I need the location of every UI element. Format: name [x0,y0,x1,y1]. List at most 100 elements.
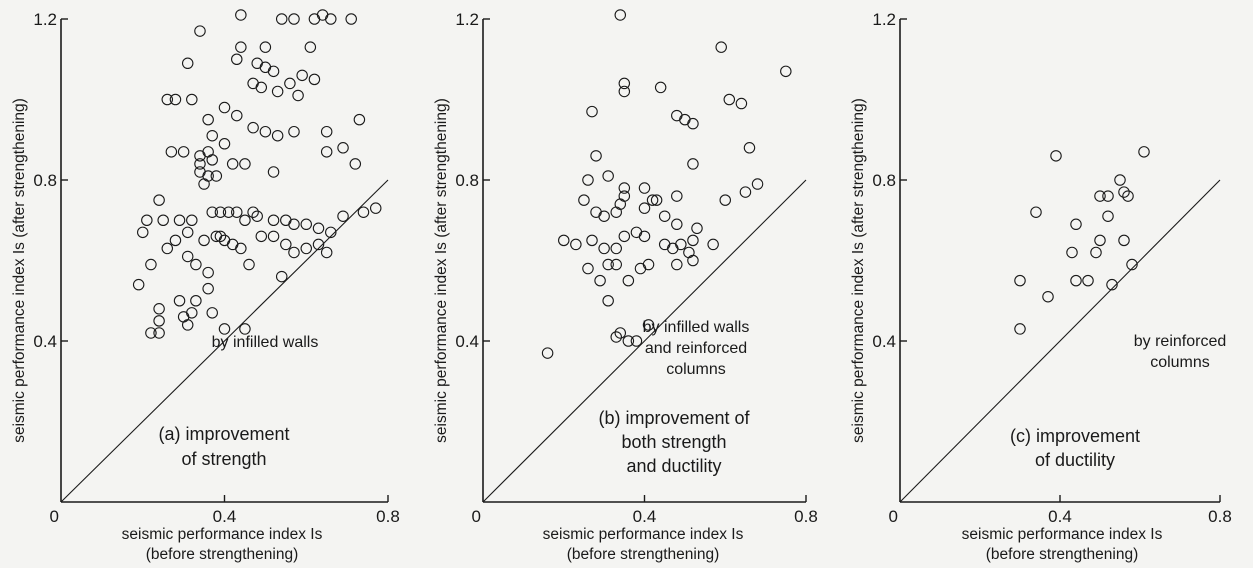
data-point [206,206,218,218]
data-point [235,41,247,53]
x-axis-label: (before strengthening) [146,546,299,563]
data-point [320,246,333,259]
x-axis-label: seismic performance index Is [122,526,323,543]
data-point [235,9,247,21]
data-point [630,335,643,347]
data-point [658,210,671,222]
data-point [687,117,699,130]
data-point [251,210,263,222]
data-point [202,146,214,158]
data-point [280,238,292,251]
data-point [687,254,699,267]
data-point [691,222,703,235]
data-point [194,25,206,37]
data-point [132,278,145,291]
data-point [161,93,174,106]
data-point [671,258,683,271]
data-point [1082,274,1094,287]
data-point [630,226,643,239]
panel-annotation: columns [1150,354,1210,371]
data-point [181,250,194,263]
data-point [177,311,190,323]
data-point [145,258,157,271]
data-point [181,319,194,331]
data-point [206,154,218,166]
data-point [271,85,284,98]
data-point [194,158,206,170]
data-point [1094,234,1106,247]
data-point [614,198,627,210]
data-point [275,13,288,25]
data-point [646,194,659,206]
data-point [239,158,251,170]
data-point [198,234,210,247]
data-point [1014,323,1026,335]
data-point [186,214,198,227]
data-point [292,89,304,102]
data-point [1126,258,1138,271]
data-point [214,230,227,243]
data-point [247,77,259,90]
data-point [675,238,687,251]
panel-caption: (a) improvement [158,424,289,444]
data-point [780,65,792,78]
panel-caption: both strength [621,432,726,452]
data-point [239,214,251,227]
panel-caption: (c) improvement [1010,426,1140,446]
data-point [618,182,631,194]
data-point [231,109,243,122]
data-point [610,206,622,218]
y-axis-label: seismic performance index Is (after stre… [850,98,867,443]
panel-annotation: by infilled walls [212,334,319,351]
data-point [610,242,622,255]
data-point [541,347,554,359]
data-point [190,294,202,307]
data-point [226,158,239,170]
y-tick-label: 0.8 [33,171,57,190]
data-point [255,81,268,94]
data-point [578,194,590,206]
data-point [231,206,243,218]
data-point [259,125,272,138]
x-tick-label: 0.4 [633,507,657,526]
data-point [671,218,683,231]
y-tick-label: 0.8 [872,171,896,190]
data-point [735,97,748,110]
data-point [312,222,325,235]
panel-annotation: columns [666,361,726,378]
data-point [622,335,635,347]
data-point [642,319,655,331]
data-point [288,218,300,231]
data-point [723,93,736,106]
data-point [161,242,174,255]
panel-annotation: by reinforced [1134,333,1227,350]
data-point [259,41,272,53]
data-point [137,226,149,239]
data-point [707,238,719,251]
data-point [671,190,683,202]
data-point [296,69,308,82]
y-tick-label: 1.2 [455,10,479,29]
data-point [218,138,231,150]
data-point [337,142,349,154]
data-point [1102,210,1114,222]
y-tick-label: 1.2 [33,10,57,29]
data-point [186,93,198,106]
data-point [1042,290,1054,303]
x-axis-label: (before strengthening) [567,546,720,563]
data-point [177,146,190,158]
x-tick-label: 0.4 [213,507,237,526]
data-point [586,234,598,247]
data-point [300,242,312,255]
x-tick-label: 0 [50,507,59,526]
panel-annotation: by infilled walls [643,319,750,336]
data-point [259,61,272,74]
data-point [288,125,300,138]
y-tick-label: 0.4 [455,332,479,351]
data-point [638,182,651,194]
data-point [202,113,214,126]
data-point [679,113,691,126]
y-tick-label: 1.2 [872,10,896,29]
data-point [210,170,223,182]
